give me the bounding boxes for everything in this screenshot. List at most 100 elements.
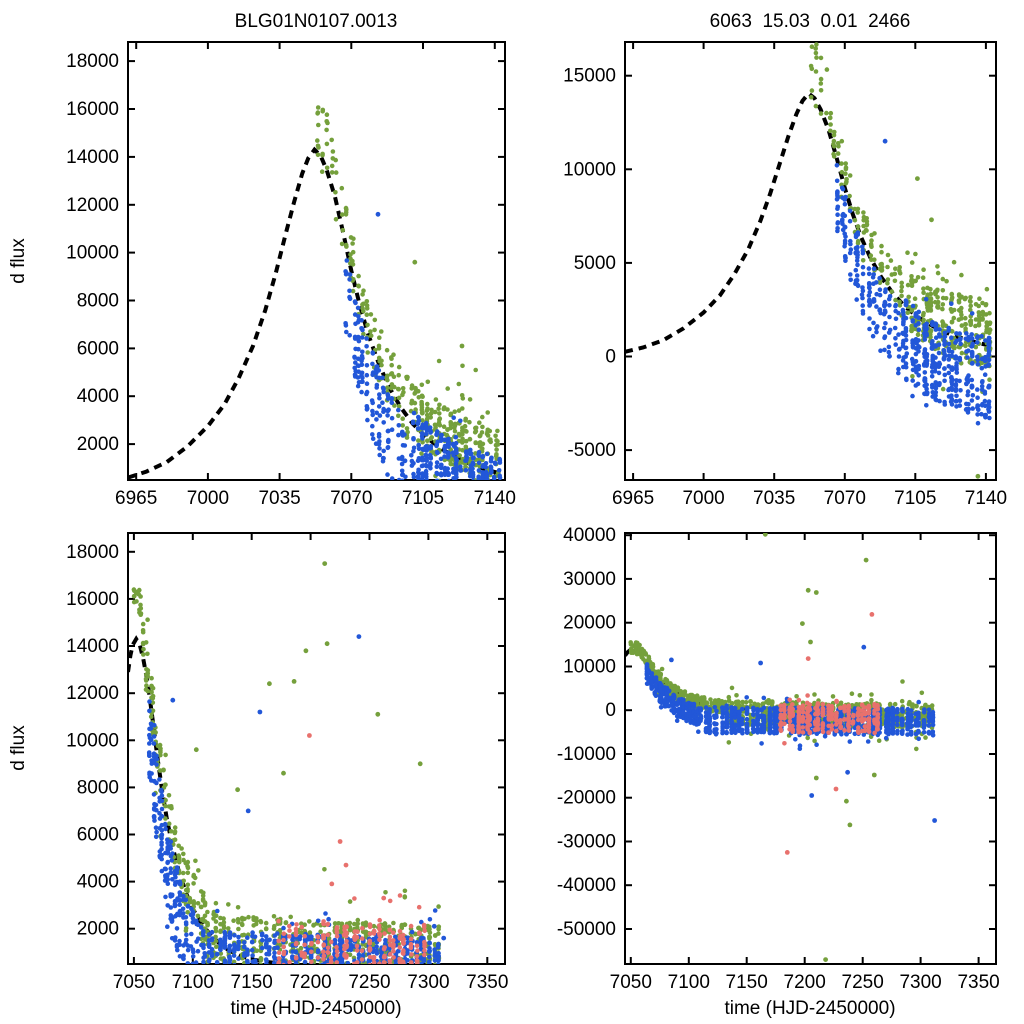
data-point (339, 241, 345, 247)
data-point (419, 451, 424, 456)
data-point (396, 988, 401, 993)
data-point (424, 477, 429, 480)
data-point (986, 339, 992, 345)
data-point (361, 288, 366, 294)
data-point (460, 436, 465, 442)
data-point (222, 931, 228, 936)
data-point (415, 960, 420, 964)
data-point (949, 402, 955, 407)
data-point (835, 190, 840, 195)
bottom-right-x-tick-label: 7150 (726, 972, 768, 993)
data-point (154, 753, 159, 759)
data-point (432, 947, 437, 952)
data-point (885, 252, 891, 258)
data-point (899, 293, 904, 299)
top-right-y-tick-label: 10000 (563, 159, 616, 180)
data-point (422, 928, 428, 934)
data-point (215, 970, 220, 975)
data-point (968, 322, 973, 328)
data-point (283, 986, 288, 991)
data-point (963, 343, 968, 349)
data-point (928, 328, 934, 333)
data-point (489, 524, 494, 529)
data-point (935, 295, 940, 300)
data-point (905, 310, 911, 316)
data-point (436, 358, 442, 364)
data-point (835, 220, 841, 225)
data-point (264, 941, 269, 947)
data-point (364, 299, 370, 304)
data-point (377, 446, 382, 451)
data-point (496, 482, 501, 487)
data-point (236, 940, 242, 945)
data-point (427, 425, 433, 430)
top-right-tick-labels: 6965 7000 7035 7070 7105 7140-500005000100001… (563, 66, 1007, 509)
data-point (330, 149, 336, 154)
data-point (193, 960, 199, 964)
data-point (271, 926, 277, 931)
data-point (324, 127, 329, 133)
data-point (435, 471, 440, 477)
data-point (422, 948, 427, 953)
outlier-point (375, 211, 381, 217)
data-point (464, 457, 469, 463)
data-point (275, 968, 280, 973)
data-point (438, 471, 444, 476)
data-point (415, 474, 421, 479)
data-point (149, 771, 154, 776)
data-point (887, 294, 893, 299)
data-point (835, 151, 841, 156)
data-point (213, 938, 219, 944)
data-point (381, 455, 386, 461)
data-point (287, 923, 292, 929)
data-point (969, 311, 975, 316)
data-point (159, 789, 164, 794)
outlier-point (170, 697, 176, 703)
data-point (489, 481, 494, 486)
data-point (259, 945, 265, 951)
data-point (940, 306, 945, 312)
data-point (866, 281, 872, 286)
data-point (852, 217, 858, 223)
data-point (377, 452, 383, 458)
data-point (306, 966, 311, 971)
data-point (284, 977, 289, 982)
data-point (294, 940, 299, 946)
data-point (444, 432, 450, 438)
data-point (852, 206, 857, 212)
data-point (284, 985, 289, 990)
data-point (361, 331, 366, 337)
data-point (219, 981, 224, 986)
data-point (221, 969, 226, 974)
data-point (458, 514, 463, 519)
data-point (848, 247, 854, 252)
data-point (315, 934, 321, 939)
data-point (921, 317, 926, 323)
data-point (375, 965, 380, 970)
data-point (495, 428, 500, 434)
outlier-point (412, 259, 418, 265)
data-point (282, 983, 287, 988)
data-point (190, 947, 196, 952)
data-point (957, 398, 963, 404)
data-point (924, 363, 929, 368)
data-point (218, 969, 223, 974)
data-point (497, 515, 502, 520)
data-point (264, 967, 269, 972)
data-point (382, 926, 388, 932)
data-point (196, 868, 201, 873)
data-point (315, 110, 321, 115)
data-point (401, 968, 406, 973)
data-point (339, 212, 345, 217)
data-point (181, 851, 186, 857)
data-point (344, 930, 349, 936)
data-point (203, 965, 208, 970)
data-point (479, 430, 485, 435)
data-point (433, 397, 439, 402)
data-point (355, 363, 361, 368)
data-point (370, 361, 375, 367)
data-point (928, 291, 934, 297)
data-point (333, 217, 339, 222)
data-point (181, 954, 186, 959)
data-point (869, 238, 874, 243)
